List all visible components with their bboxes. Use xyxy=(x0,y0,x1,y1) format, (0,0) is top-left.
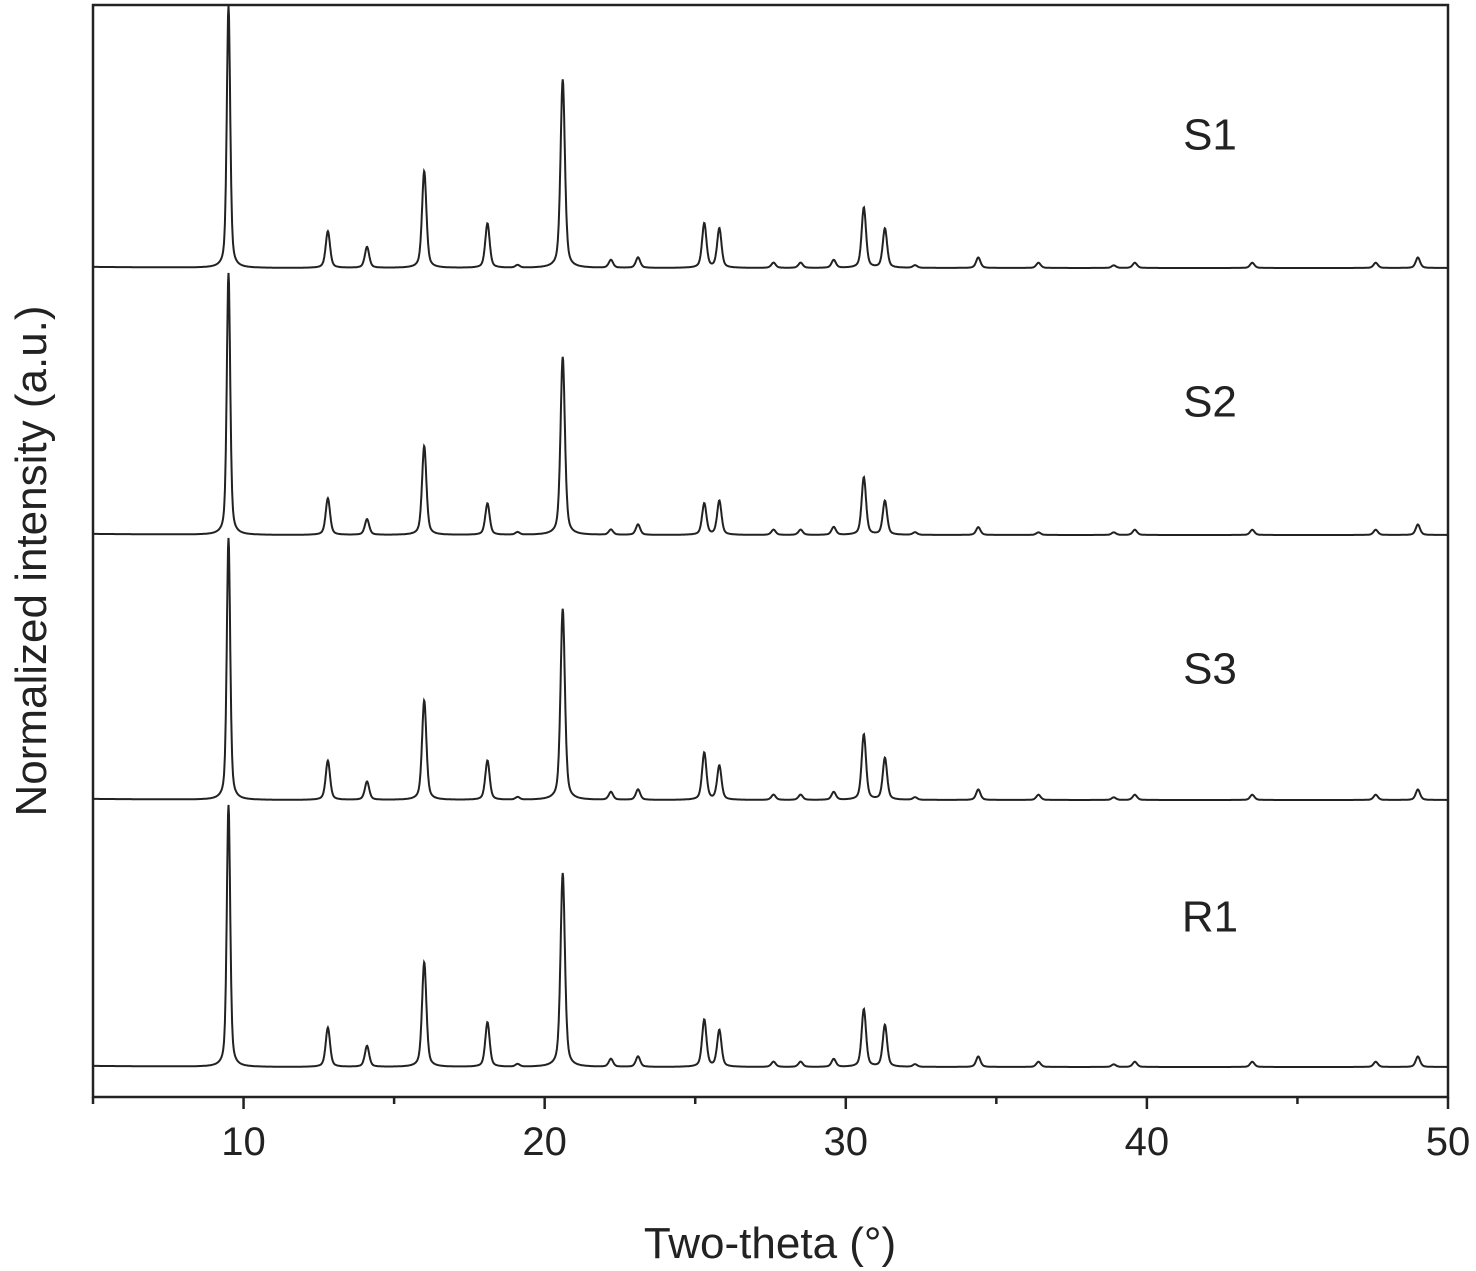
series-label-r1: R1 xyxy=(1182,893,1238,942)
series-line-s1 xyxy=(93,5,1448,269)
x-tick-label: 20 xyxy=(522,1120,567,1164)
series-layer xyxy=(93,5,1448,1068)
plot-frame xyxy=(91,3,1450,1099)
series-line-r1 xyxy=(93,804,1448,1068)
x-axis-title: Two-theta (°) xyxy=(644,1219,896,1268)
y-axis-title: Normalized intensity (a.u.) xyxy=(7,305,56,816)
x-axis: 10 20 30 40 50 xyxy=(91,1097,1471,1164)
series-line-s2 xyxy=(93,272,1448,536)
x-tick-label: 40 xyxy=(1125,1120,1170,1164)
series-line-s3 xyxy=(93,537,1448,801)
x-tick-label: 50 xyxy=(1426,1120,1471,1164)
series-label-layer: S1 S2 S3 R1 xyxy=(1182,111,1238,942)
series-label-s3: S3 xyxy=(1183,645,1237,694)
x-tick-label: 30 xyxy=(824,1120,869,1164)
x-tick-label: 10 xyxy=(221,1120,266,1164)
series-label-s1: S1 xyxy=(1183,111,1237,160)
series-label-s2: S2 xyxy=(1183,378,1237,427)
